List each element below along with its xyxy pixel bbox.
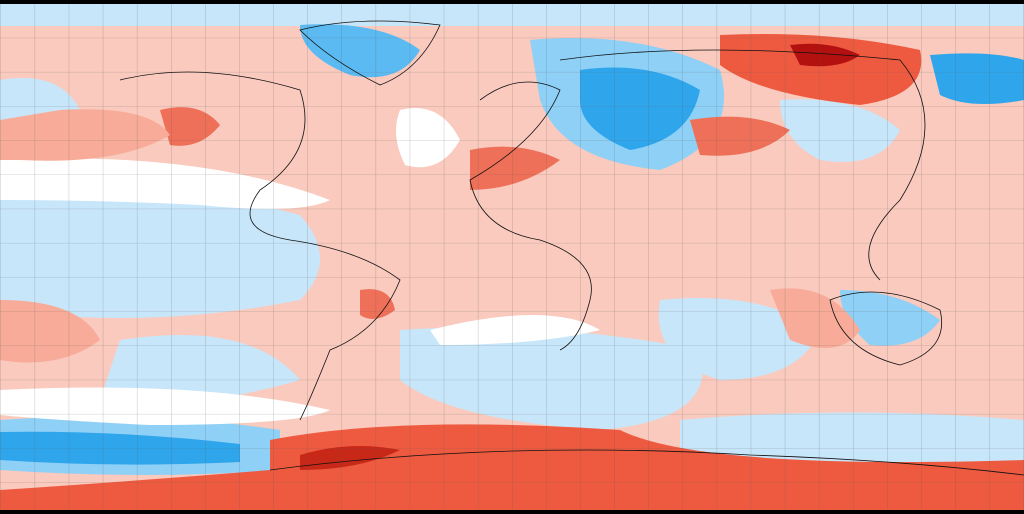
australia-coast <box>829 291 942 366</box>
lat-lon-grid <box>0 4 1024 510</box>
antarctica-coast <box>269 449 1024 476</box>
asia-coast <box>559 49 926 281</box>
coastlines <box>119 20 1024 476</box>
greenland-coast <box>299 20 441 86</box>
europe-africa-coast <box>469 81 592 351</box>
americas-coast <box>119 71 401 421</box>
